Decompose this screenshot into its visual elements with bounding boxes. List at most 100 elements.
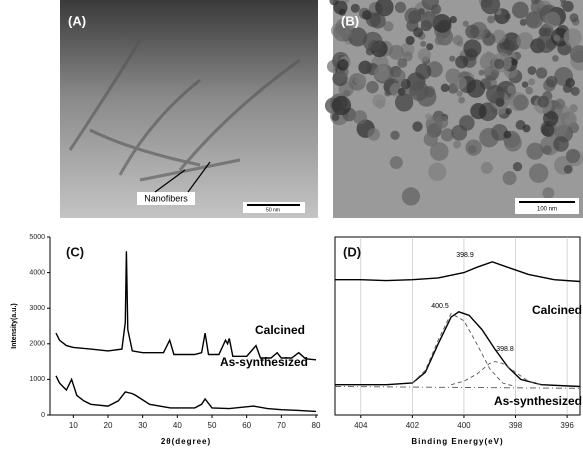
x-tick-label: 404 bbox=[354, 421, 368, 430]
particle bbox=[523, 125, 531, 133]
particle bbox=[511, 59, 518, 66]
x-tick-label: 40 bbox=[173, 421, 182, 430]
scale-label: 100 nm bbox=[537, 207, 557, 213]
particle bbox=[363, 32, 383, 52]
particle bbox=[465, 139, 481, 155]
particle bbox=[564, 165, 573, 174]
particle bbox=[389, 45, 404, 60]
particle bbox=[525, 87, 533, 95]
particle bbox=[485, 51, 492, 58]
particle bbox=[395, 2, 406, 13]
particle bbox=[417, 87, 437, 107]
y-tick-label: 3000 bbox=[29, 305, 45, 312]
series-line bbox=[56, 376, 316, 412]
panel-label: (B) bbox=[341, 13, 359, 28]
annotation: 398.8 bbox=[496, 346, 514, 353]
panel-label: (D) bbox=[343, 244, 361, 259]
particle bbox=[355, 74, 367, 86]
particle bbox=[479, 70, 485, 76]
particle bbox=[370, 13, 386, 29]
particle bbox=[554, 99, 565, 110]
particle bbox=[561, 1, 568, 8]
particle bbox=[390, 131, 399, 140]
annotation: Nanofibers bbox=[144, 193, 188, 203]
particle bbox=[362, 10, 372, 20]
particle bbox=[481, 162, 493, 174]
particle bbox=[463, 39, 481, 57]
particle bbox=[441, 84, 449, 92]
particle bbox=[393, 69, 406, 82]
x-tick-label: 396 bbox=[560, 421, 574, 430]
particle bbox=[463, 21, 469, 27]
particle bbox=[528, 78, 535, 85]
particle bbox=[537, 96, 549, 108]
particle bbox=[353, 110, 367, 124]
particle bbox=[470, 103, 486, 119]
x-tick-label: 30 bbox=[138, 421, 147, 430]
particle bbox=[553, 35, 560, 42]
x-axis-label: Binding Energy(eV) bbox=[411, 437, 503, 446]
series-label: Calcined bbox=[255, 323, 305, 337]
series-line bbox=[335, 262, 580, 282]
particle bbox=[503, 131, 511, 139]
y-tick-label: 5000 bbox=[29, 234, 45, 241]
y-axis-label: Intensity(a.u.) bbox=[11, 303, 18, 349]
particle bbox=[404, 8, 421, 25]
particle bbox=[453, 35, 463, 45]
particle bbox=[424, 132, 438, 146]
x-tick-label: 20 bbox=[104, 421, 113, 430]
panel-a: (A) Nanofibers 50 nm bbox=[60, 0, 318, 218]
panel-label: (C) bbox=[66, 244, 84, 259]
particle bbox=[425, 113, 432, 120]
scale-label: 50 nm bbox=[266, 207, 280, 213]
particle bbox=[526, 143, 543, 160]
particle bbox=[566, 149, 580, 163]
particle bbox=[570, 13, 579, 22]
series-label: As-synthesized bbox=[494, 394, 582, 408]
particle bbox=[397, 58, 407, 68]
series-line bbox=[335, 312, 580, 387]
x-tick-label: 402 bbox=[406, 421, 420, 430]
particle bbox=[483, 67, 491, 75]
particle bbox=[467, 79, 485, 97]
panel-b: (B) 100 nm bbox=[325, 0, 583, 218]
particle bbox=[542, 145, 551, 154]
particle bbox=[494, 59, 504, 69]
x-tick-label: 10 bbox=[69, 421, 78, 430]
particle bbox=[542, 187, 554, 199]
x-tick-label: 50 bbox=[208, 421, 217, 430]
particle bbox=[420, 41, 426, 47]
particle bbox=[563, 84, 572, 93]
particle bbox=[337, 59, 349, 71]
particle bbox=[402, 187, 420, 205]
particle bbox=[420, 11, 437, 28]
particle bbox=[435, 36, 444, 45]
particle bbox=[435, 116, 448, 129]
particle bbox=[458, 97, 465, 104]
series-label: Calcined bbox=[532, 303, 582, 317]
particle bbox=[332, 96, 351, 115]
series-line bbox=[335, 387, 580, 389]
x-tick-label: 398 bbox=[509, 421, 523, 430]
figure: (A) Nanofibers 50 nm (B) 100 nm 01000200… bbox=[0, 0, 583, 453]
particle bbox=[351, 4, 360, 13]
particle bbox=[376, 99, 386, 109]
particle bbox=[459, 115, 475, 131]
particle bbox=[418, 48, 431, 61]
particle bbox=[453, 140, 461, 148]
particle bbox=[487, 15, 495, 23]
particle bbox=[507, 85, 516, 94]
particle bbox=[465, 25, 479, 39]
x-tick-label: 70 bbox=[277, 421, 286, 430]
particle bbox=[513, 95, 529, 111]
particle bbox=[561, 111, 577, 127]
particle bbox=[536, 67, 547, 78]
particle bbox=[367, 128, 380, 141]
particle bbox=[545, 12, 561, 28]
particle bbox=[343, 90, 350, 97]
annotation: 398.9 bbox=[456, 252, 474, 259]
particle bbox=[426, 43, 433, 50]
particle bbox=[512, 2, 529, 19]
particle bbox=[569, 104, 577, 112]
x-tick-label: 80 bbox=[312, 421, 321, 430]
